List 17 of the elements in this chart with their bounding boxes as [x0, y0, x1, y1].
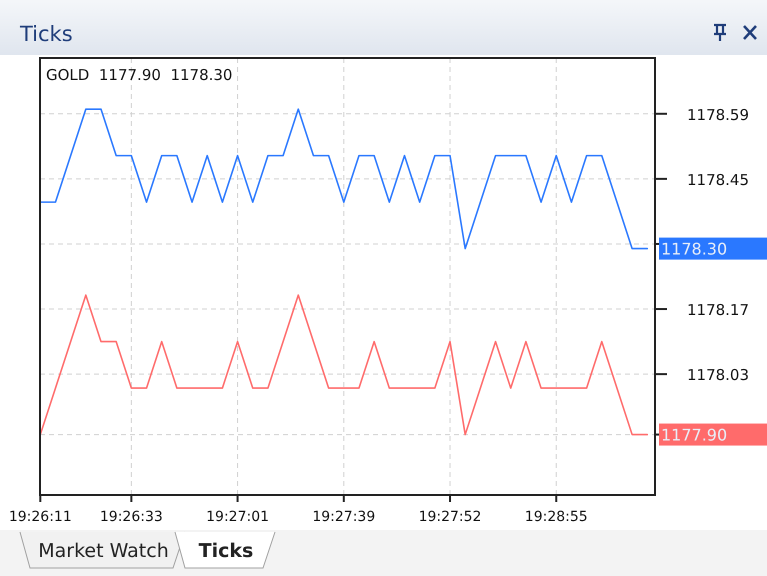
x-tick-label: 19:26:11: [8, 509, 72, 525]
line-series: [40, 294, 648, 436]
chart-title: Ticks: [19, 22, 73, 46]
x-tick-label: 19:27:52: [418, 509, 482, 525]
line-series: [40, 108, 648, 250]
y-tick-label: 1178.03: [686, 366, 750, 384]
y-tick-label: 1178.17: [686, 301, 750, 320]
x-tick-label: 19:27:39: [312, 509, 376, 525]
x-tick-label: 19:26:33: [100, 509, 163, 525]
y-tick-label: 1178.59: [686, 106, 750, 124]
tab: Market Watch: [20, 532, 186, 568]
text: GOLD 1177.90 1178.30: [46, 66, 232, 84]
text: 1178.30: [661, 240, 728, 259]
y-tick-label: 1178.45: [686, 170, 750, 189]
x-tick-label: 19:27:01: [206, 509, 270, 525]
x-tick-label: 19:28:55: [524, 509, 588, 525]
text: 1177.90: [661, 426, 728, 445]
